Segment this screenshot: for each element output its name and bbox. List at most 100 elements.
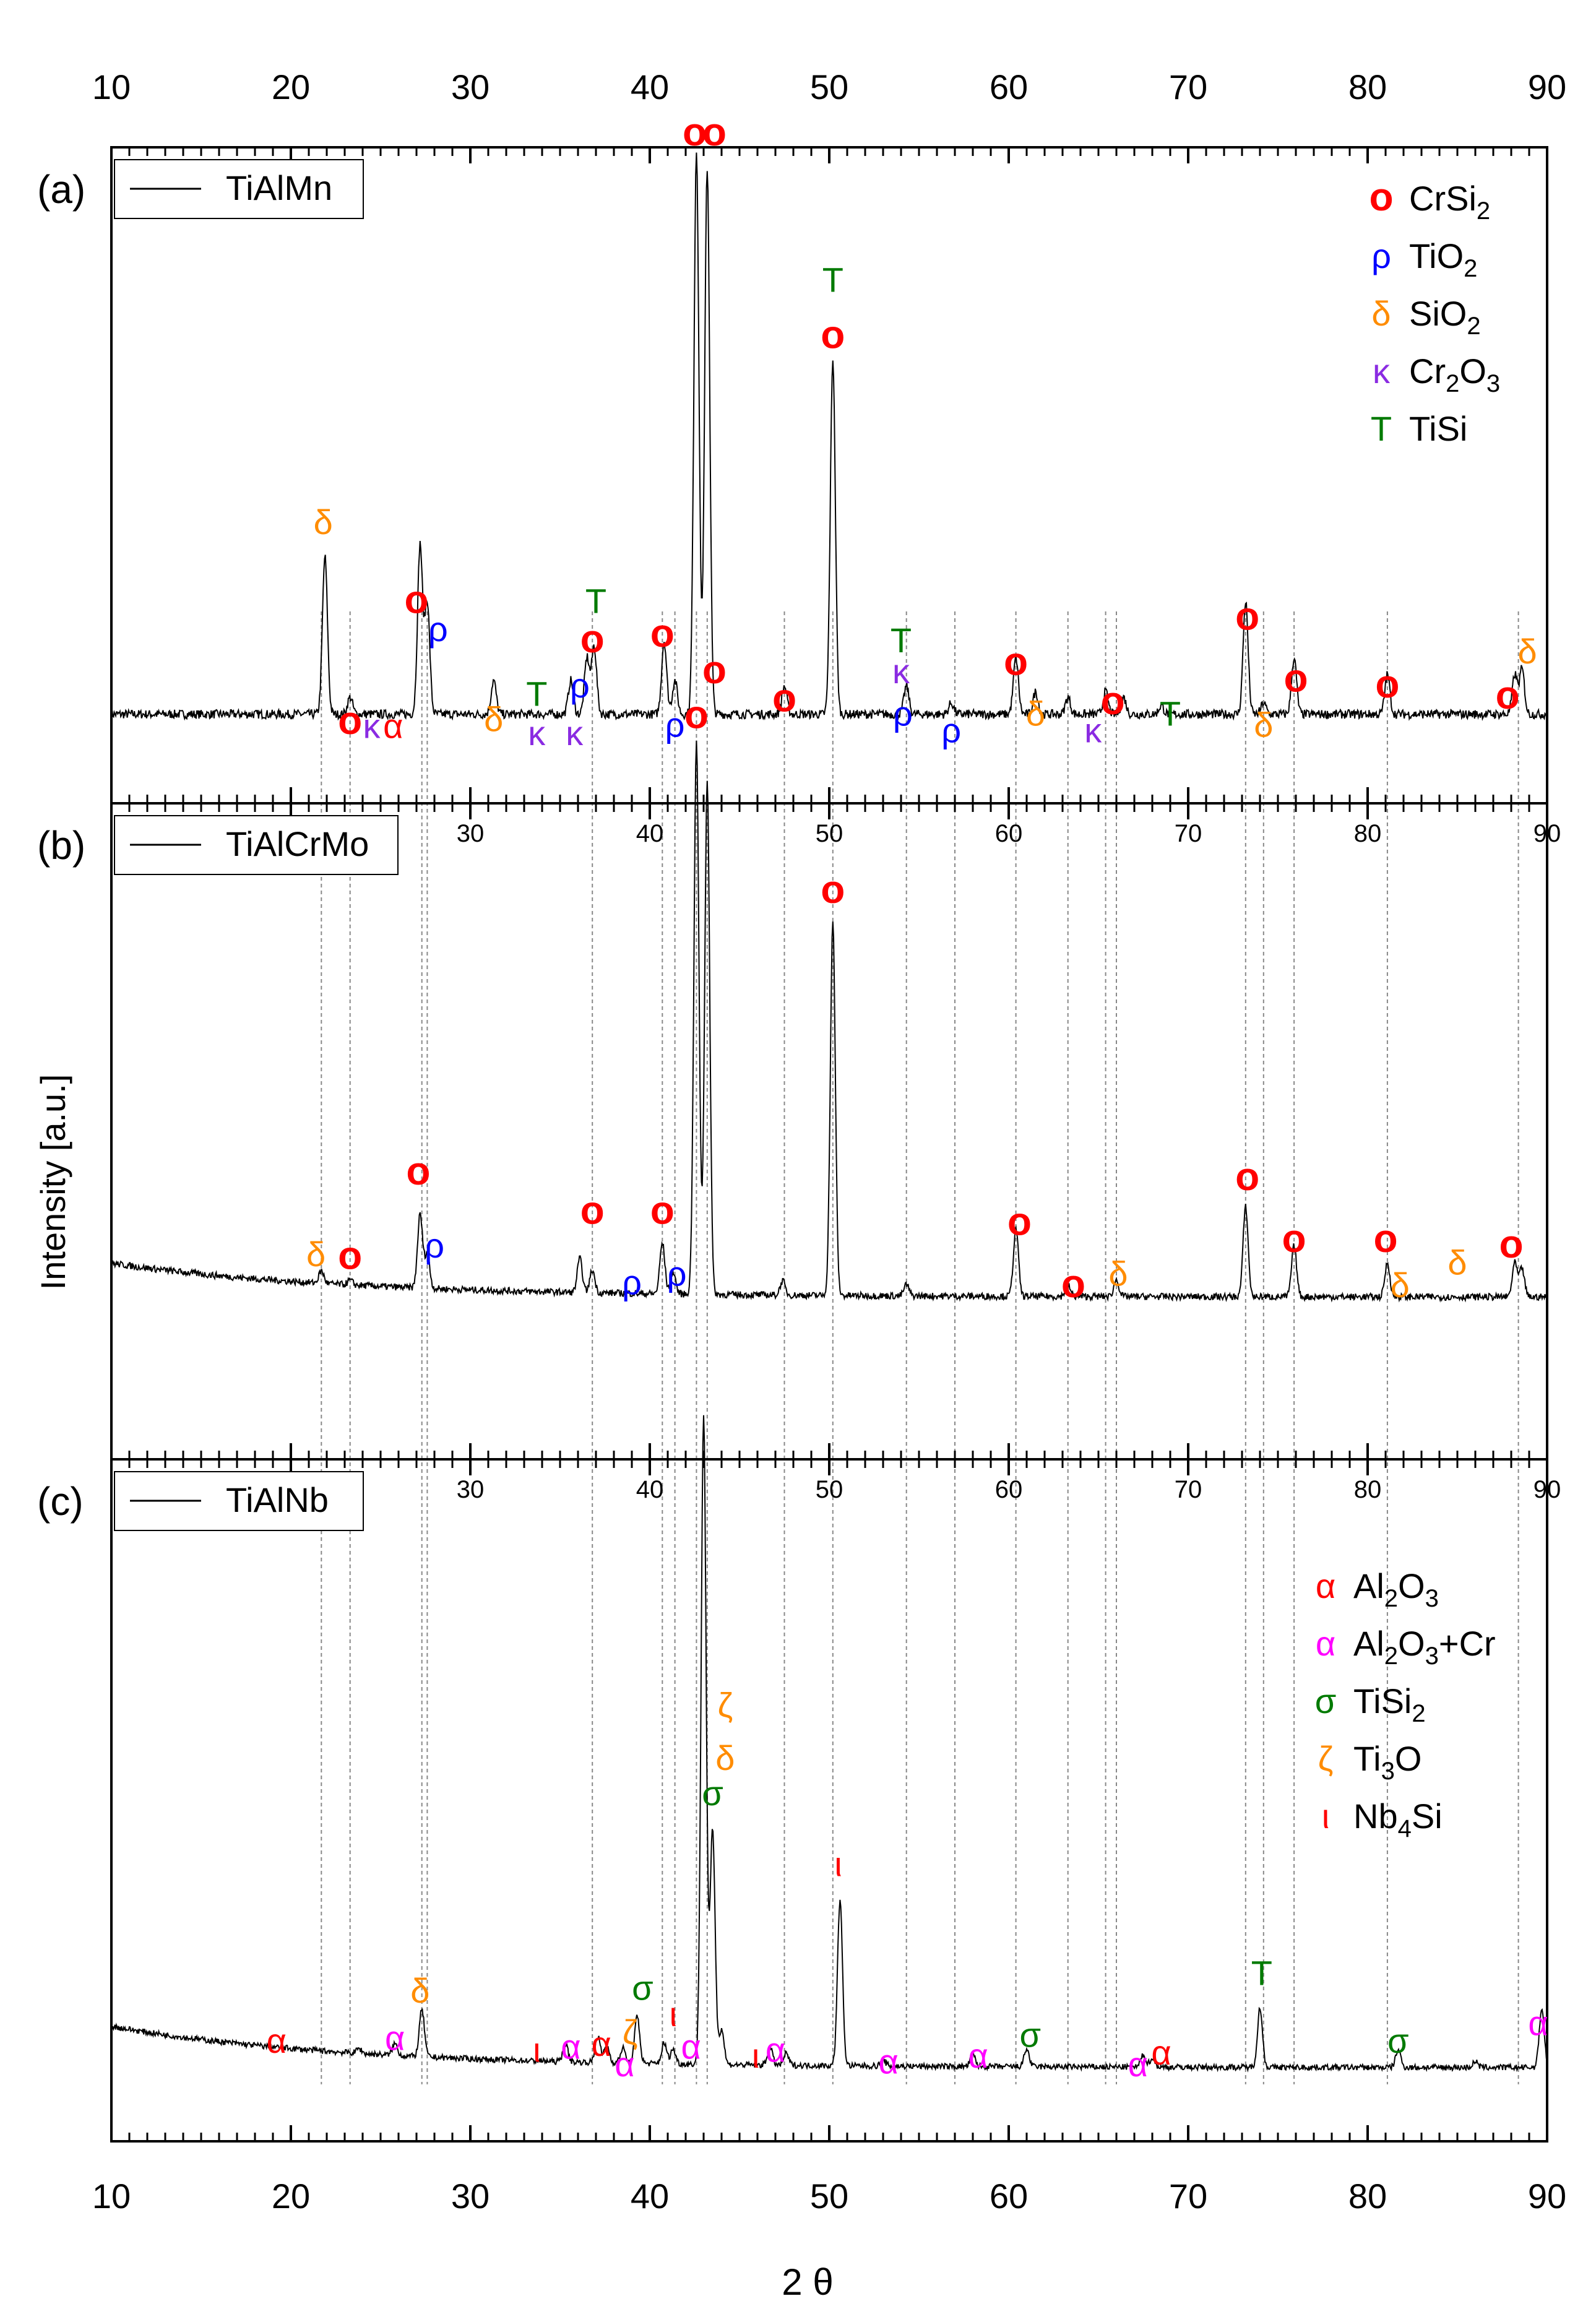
peak-label: α (267, 2021, 287, 2060)
peak-label: ι (752, 2036, 759, 2075)
peak-label: o (406, 1149, 430, 1193)
series-line-TiAlCrMo (111, 740, 1547, 1303)
tick-label: 80 (1348, 2177, 1387, 2216)
peak-label: α (1151, 2033, 1171, 2072)
tick-label: 80 (1354, 1476, 1382, 1503)
panel-label: (a) (37, 167, 85, 212)
tick-label: 50 (816, 820, 843, 847)
peak-label: κ (1084, 711, 1102, 750)
tick-label: 70 (1169, 2177, 1207, 2216)
peak-label: δ (1391, 1266, 1410, 1305)
peak-label: ρ (941, 711, 961, 750)
peak-label: α (766, 2030, 785, 2069)
panel-label: (b) (37, 823, 85, 868)
legend-label: Al2O3 (1353, 1566, 1439, 1612)
tick-label: 90 (1528, 2177, 1566, 2216)
legend-label: TiSi (1409, 409, 1467, 448)
legend-symbol: δ (1371, 294, 1391, 333)
peak-label: o (1373, 1216, 1397, 1261)
tick-label: 40 (631, 67, 669, 106)
bottom-ticks (110, 2125, 1548, 2141)
peak-label: α (385, 2018, 405, 2057)
peak-label: ι (669, 1995, 676, 2034)
legend-symbol: σ (1315, 1681, 1337, 1720)
legend-symbol: ζ (1318, 1739, 1334, 1778)
peak-label: α (561, 2027, 580, 2066)
tick-label: 30 (457, 1476, 485, 1503)
tick-label: 50 (816, 1476, 843, 1503)
series-line-TiAlNb (111, 1415, 1547, 2073)
ticks-b-top (110, 787, 1548, 803)
peak-label: ζ (623, 2013, 638, 2052)
peak-label: κ (363, 706, 381, 745)
tick-label: 30 (451, 2177, 490, 2216)
peak-label: T (585, 581, 606, 620)
legend-label: Ti3O (1353, 1739, 1421, 1785)
tick-label: 50 (810, 67, 848, 106)
peak-label: ι (533, 2030, 540, 2069)
tick-label: 90 (1533, 1476, 1561, 1503)
phase-legend-c: α Al2O3 α Al2O3+Cr σ TiSi2 ζ Ti3O ι Nb4Si (1315, 1566, 1496, 1842)
tick-label: 60 (995, 1476, 1023, 1503)
peak-label: ρ (570, 666, 590, 705)
legend-label: TiO2 (1409, 236, 1477, 282)
peak-label: o (1061, 1261, 1085, 1306)
peak-label: ρ (893, 694, 913, 733)
legend-symbol: o (1369, 175, 1393, 219)
peak-label: o (1101, 678, 1125, 723)
tick-label: 80 (1348, 67, 1387, 106)
legend-symbol: κ (1373, 352, 1391, 391)
peak-label: o (338, 698, 362, 743)
peak-label: ι (834, 1844, 842, 1883)
peak-label: T (1251, 1954, 1272, 1993)
series-legend-label: TiAlNb (226, 1480, 329, 1519)
peak-label: o (338, 1233, 362, 1277)
tick-label: 40 (631, 2177, 669, 2216)
peak-label: κ (528, 714, 546, 753)
y-axis-label: Intensity [a.u.] (33, 1074, 72, 1290)
peak-label: o (650, 611, 675, 655)
peak-label: α (879, 2042, 899, 2081)
peak-label: T (822, 261, 843, 300)
peak-label: κ (566, 714, 584, 753)
peak-label: o (1499, 1222, 1523, 1266)
ticks-b (110, 803, 1548, 819)
peak-label: ρ (667, 1254, 687, 1293)
peak-label: ρ (665, 706, 685, 744)
series-legend-label: TiAlMn (226, 168, 332, 207)
peak-label: o (821, 867, 845, 912)
legend-label: TiSi2 (1353, 1681, 1426, 1727)
peak-label: ρ (428, 610, 448, 649)
peak-label: δ (484, 699, 503, 738)
tick-label: 60 (990, 67, 1028, 106)
panel-b-tick-labels: 30 40 50 60 70 80 90 (457, 820, 1561, 847)
peak-label: α (968, 2036, 988, 2075)
legend-label: Nb4Si (1353, 1797, 1443, 1842)
peak-label: α (681, 2027, 701, 2066)
x-axis-label: 2 θ (782, 2261, 833, 2303)
peak-label: T (526, 674, 547, 713)
peak-label: α (383, 706, 403, 745)
tick-label: 90 (1528, 67, 1566, 106)
peak-label: σ (1020, 2016, 1042, 2055)
legend-symbol: ι (1322, 1797, 1329, 1836)
top-tick-labels: 10 20 30 40 50 60 70 80 90 (92, 67, 1566, 106)
peak-label: σ (632, 1968, 653, 2007)
peak-label: o (1496, 673, 1520, 717)
peak-label: o (580, 1188, 605, 1233)
peak-label: δ (1108, 1254, 1128, 1293)
peak-label: ζ (717, 1685, 733, 1724)
legend-symbol: ρ (1371, 236, 1391, 275)
peak-label: δ (306, 1235, 326, 1274)
peak-label: o (772, 676, 796, 720)
tick-label: 80 (1354, 820, 1382, 847)
reference-lines (321, 611, 1519, 2084)
tick-label: 10 (92, 67, 131, 106)
peak-label: o (683, 110, 707, 154)
peak-label: o (1283, 656, 1308, 701)
series-line-TiAlMn (111, 152, 1547, 722)
peak-label: o (580, 616, 605, 661)
peak-label: σ (1387, 2021, 1409, 2060)
tick-label: 30 (451, 67, 490, 106)
